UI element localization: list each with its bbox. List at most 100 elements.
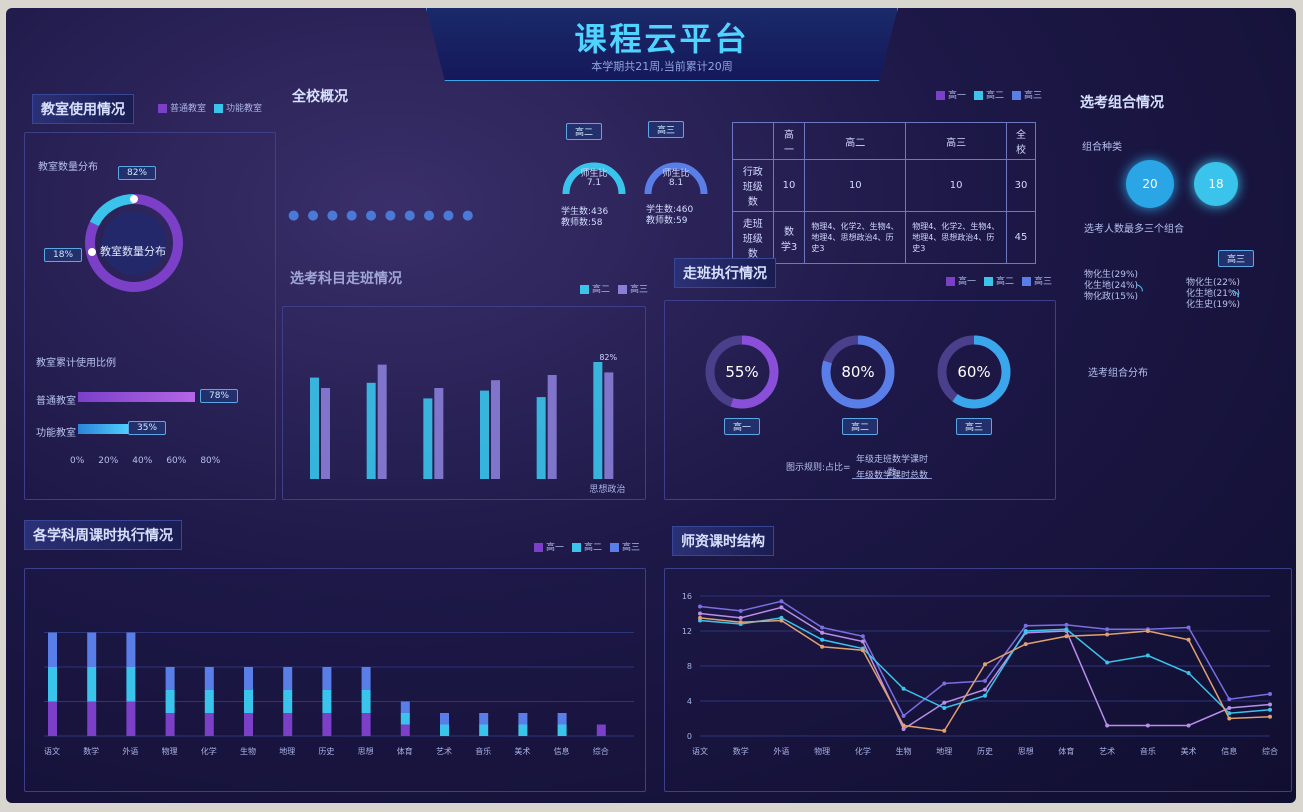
usage-bar-fill: [78, 392, 195, 402]
page-subtitle: 本学期共21周,当前累计20周: [591, 60, 733, 73]
legend-item: 功能教室: [226, 104, 263, 114]
x-tick-label: 语文: [692, 746, 708, 756]
bar-生物: [244, 690, 253, 713]
bar-外语: [126, 701, 136, 736]
table-header-row: 高一 高二 高三 全校: [732, 122, 1036, 160]
bar-地理: [480, 390, 489, 479]
x-tick-label: 体育: [1058, 746, 1074, 756]
wifi-icon: ◝: [1232, 286, 1239, 307]
elective-legend: 高二 高三: [580, 282, 648, 295]
overview-section-title: 全校概况: [292, 89, 348, 105]
grade-legend-top: 高一 高二 高三: [936, 88, 1042, 101]
grade-chip: 高三: [1218, 250, 1255, 267]
bar-思想政治: [361, 667, 371, 690]
bar-历史: [536, 397, 546, 479]
bar-地理: [283, 690, 293, 713]
x-tick-label: 生物: [240, 746, 256, 756]
bar-思想政治: [361, 713, 371, 736]
classroom-section-title: 教室使用情况: [32, 94, 134, 124]
legend-item: 高一: [958, 277, 977, 287]
person-icon: ●: [442, 208, 455, 223]
x-tick-label: 信息: [1221, 746, 1237, 756]
x-tick-label: 思想: [1018, 746, 1034, 756]
person-icon: ●: [423, 208, 435, 223]
person-icon: ●: [384, 208, 397, 223]
table-header-cell: 高一: [772, 122, 806, 160]
people-icons: ● ● ● ● ● ● ● ● ● ●: [288, 208, 473, 223]
x-tick-label: 综合: [593, 746, 609, 756]
x-tick-label: 化学: [201, 746, 217, 756]
bar-音乐: [479, 713, 489, 725]
donut-center-label: 教室数量分布: [100, 245, 166, 258]
usage-bar-fill: [78, 424, 131, 434]
legend-item: 高二: [584, 543, 603, 553]
bar-思想政治: [361, 690, 371, 713]
list-item: 化生地(21%): [1186, 289, 1241, 299]
series-point: [1227, 706, 1232, 710]
bar-地理: [283, 667, 293, 690]
series-point: [983, 693, 987, 698]
series-point: [942, 700, 947, 705]
formula-denominator: 年级数学课时总数: [855, 471, 928, 481]
series-point: [1064, 627, 1069, 632]
person-icon: ●: [404, 208, 416, 223]
series-point: [1227, 711, 1232, 716]
formula-numerator: 年级走班数学课时数: [852, 452, 932, 479]
bar-综合实践活动: [596, 724, 606, 736]
usage-bar-value: 78%: [200, 389, 239, 403]
series-point: [983, 662, 987, 667]
usage-bar-track: [78, 392, 228, 402]
x-tick-label: 历史: [318, 746, 334, 756]
legend-item: 高三: [630, 285, 649, 295]
x-tick-label: 艺术: [1099, 746, 1115, 756]
usage-bar-title: 教室累计使用比例: [36, 358, 116, 369]
data-label: 82%: [599, 353, 617, 362]
series-point: [983, 687, 987, 692]
donut-value: 55%: [725, 363, 758, 381]
weekly-legend: 高一 高二 高三: [534, 540, 640, 553]
series-line: [699, 606, 1271, 731]
combo-bubble: 20: [1126, 160, 1174, 208]
bar-物理: [165, 667, 175, 690]
person-icon: ●: [346, 208, 358, 223]
series-point: [860, 634, 865, 639]
usage-bar-label: 普通教室: [36, 396, 76, 407]
weekly-section-title: 各学科周课时执行情况: [24, 520, 182, 550]
bar-生物: [244, 713, 253, 736]
y-tick-label: 16: [682, 592, 692, 601]
bar-音乐: [479, 724, 489, 736]
x-tick-label: 综合: [1262, 746, 1278, 756]
gauge-label: 师生比: [580, 169, 608, 179]
x-tick-label: 地理: [279, 746, 295, 756]
usage-bar-track: [78, 424, 228, 434]
gauge-fill: [644, 162, 708, 195]
series-line: [699, 617, 1271, 732]
pct-chip-common: 82%: [118, 166, 157, 180]
gauge-fill: [562, 162, 626, 195]
legend-item: 高三: [622, 543, 641, 553]
legend-item: 高二: [592, 285, 611, 295]
bar-物理: [310, 377, 319, 479]
grade-chip: 高二: [566, 123, 603, 140]
x-tick-label: 生物: [896, 746, 912, 756]
series-point: [860, 639, 865, 644]
series-point: [1105, 660, 1110, 665]
table-header-cell: 高二: [804, 122, 907, 160]
series-point: [1186, 723, 1191, 728]
series-point: [698, 604, 702, 609]
y-tick-label: 12: [682, 627, 692, 636]
bar-思想政治: [593, 362, 603, 479]
series-point: [942, 728, 947, 733]
axis-tick: 60%: [166, 456, 187, 466]
series-point: [779, 618, 784, 623]
series-point: [1145, 629, 1150, 633]
series-point: [1023, 629, 1028, 633]
bar-化学: [366, 382, 376, 479]
y-tick-label: 0: [687, 732, 692, 741]
x-tick-label: 数学: [83, 746, 99, 756]
formula-label: 图示规则:占比=: [786, 463, 851, 473]
bar-美术: [518, 713, 528, 725]
series-point: [1186, 625, 1191, 630]
series-point: [738, 615, 743, 620]
bar-历史: [322, 713, 332, 736]
